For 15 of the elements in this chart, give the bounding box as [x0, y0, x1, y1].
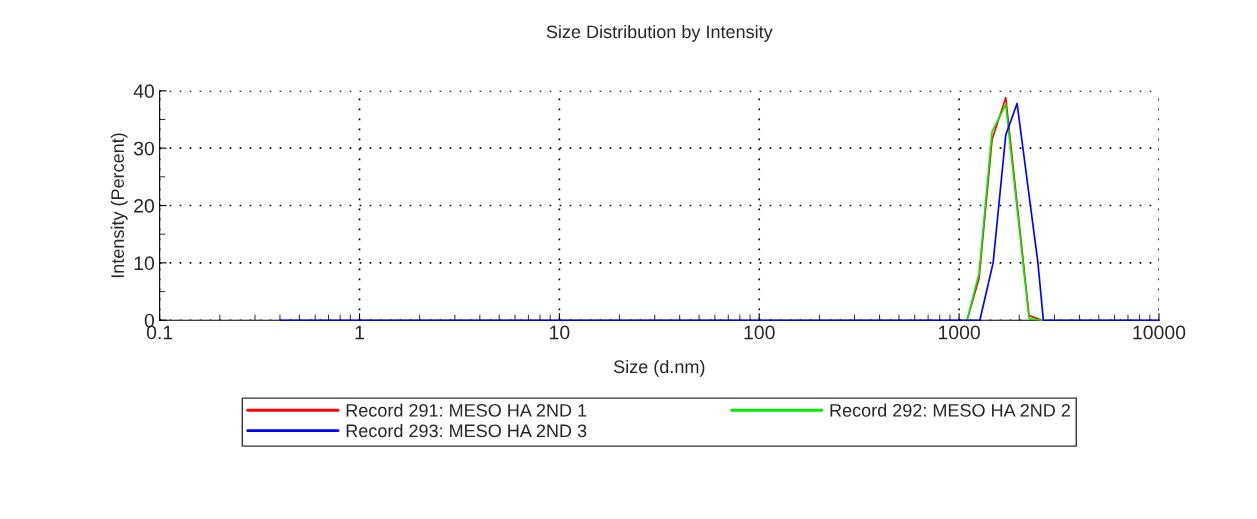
y-tick-label: 20: [134, 198, 155, 213]
x-tick-label: 10: [550, 325, 570, 340]
legend-label: Record 292: MESO HA 2ND 2: [830, 403, 1070, 417]
y-tick-label: 40: [133, 84, 155, 99]
y-axis-title: Intensity (Percent): [110, 133, 128, 278]
y-tick-label: 30: [133, 141, 155, 156]
legend-label: Record 291: MESO HA 2ND 1: [346, 403, 587, 417]
x-tick-label: 1000: [938, 325, 980, 340]
x-tick-label: 100: [744, 325, 775, 340]
x-axis-title: Size (d.nm): [613, 359, 705, 377]
x-tick-label: 1: [355, 325, 364, 340]
legend-label: Record 293: MESO HA 2ND 3: [346, 423, 587, 438]
y-tick-label: 10: [134, 256, 155, 271]
chart-title: Size Distribution by Intensity: [546, 24, 773, 42]
x-tick-label: 10000: [1133, 325, 1186, 340]
